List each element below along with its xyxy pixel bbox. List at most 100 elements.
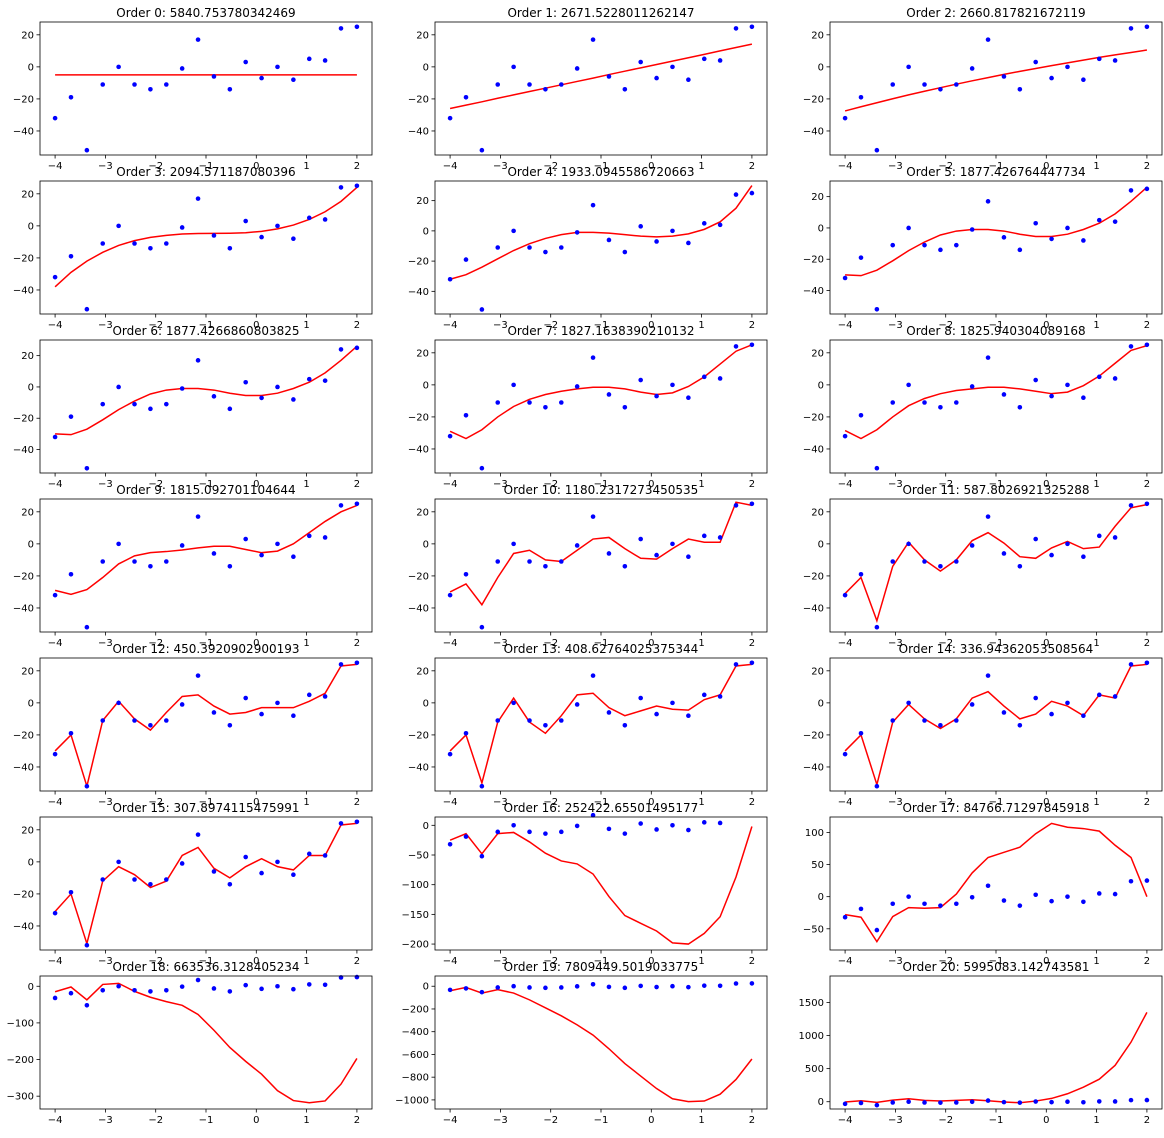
- data-point: [1033, 1099, 1038, 1104]
- data-point: [686, 395, 691, 400]
- data-point: [1096, 374, 1102, 380]
- data-point: [306, 533, 312, 539]
- data-point: [132, 877, 137, 882]
- plot-area: [40, 340, 372, 473]
- x-tick-label: −2: [938, 797, 953, 808]
- data-point: [116, 384, 121, 390]
- data-point: [890, 400, 896, 405]
- y-tick-label: 500: [805, 1064, 824, 1075]
- data-point: [1065, 541, 1070, 547]
- x-tick-label: 0: [1043, 797, 1049, 808]
- y-tick-label: 0: [423, 539, 429, 550]
- data-point: [1033, 377, 1038, 383]
- y-tick-label: −100: [402, 880, 429, 891]
- y-tick-label: −20: [13, 571, 34, 582]
- data-point: [511, 700, 516, 706]
- y-tick-label: −20: [408, 571, 429, 582]
- x-tick-label: −2: [938, 956, 953, 967]
- data-point: [906, 894, 911, 899]
- data-point: [622, 87, 628, 92]
- data-point: [1112, 219, 1118, 224]
- axes-frame: [39, 21, 373, 156]
- fit-curve: [449, 986, 753, 1103]
- data-point: [195, 832, 201, 837]
- x-tick-label: −3: [493, 956, 508, 967]
- x-tick-label: 1: [303, 1115, 309, 1126]
- data-point: [954, 82, 959, 87]
- data-point: [559, 718, 564, 723]
- data-point: [1001, 235, 1007, 240]
- data-point: [527, 245, 532, 250]
- fit-curve: [449, 344, 753, 440]
- data-point: [922, 1100, 927, 1105]
- data-point: [938, 247, 943, 253]
- subplot-order-6: −4 −3 −2 −1 0 1 2 −40 −20 0 20 Order 6: 1877.426686…: [13, 324, 373, 490]
- subplot-title: Order 19: 7809449.5019033775: [504, 960, 699, 974]
- data-point: [116, 700, 121, 706]
- data-point: [275, 223, 280, 229]
- x-tick-label: −3: [888, 956, 903, 967]
- x-tick-label: 2: [749, 161, 755, 172]
- y-tick-label: 1500: [799, 998, 824, 1009]
- x-tick-label: 0: [1043, 320, 1049, 331]
- subplot-order-8: −4 −3 −2 −1 0 1 2 −40 −20 0 20 Order 8: 1825.940304…: [803, 324, 1163, 490]
- data-point: [1128, 503, 1134, 508]
- axes-frame: [39, 975, 373, 1110]
- subplot-order-7: −4 −3 −2 −1 0 1 2 −40 −20 0 20 Order 7: 1827.163839…: [408, 324, 768, 490]
- x-tick-label: 1: [1093, 479, 1099, 490]
- x-tick-label: −2: [148, 161, 163, 172]
- x-tick-label: −1: [199, 479, 214, 490]
- y-tick-label: −40: [803, 762, 824, 773]
- data-point: [84, 147, 90, 153]
- data-point: [1017, 723, 1023, 728]
- x-tick-label: −1: [199, 638, 214, 649]
- data-point: [132, 241, 137, 246]
- data-point: [1065, 1099, 1070, 1105]
- subplot-title: Order 12: 450.3920902900193: [112, 642, 299, 656]
- data-point: [148, 564, 153, 569]
- data-point: [52, 434, 58, 440]
- x-tick-label: 0: [1043, 479, 1049, 490]
- x-tick-label: −4: [48, 161, 63, 172]
- data-point: [1096, 533, 1102, 539]
- data-point: [985, 673, 991, 678]
- data-point: [1081, 1099, 1086, 1105]
- data-point: [717, 694, 723, 699]
- data-point: [906, 225, 911, 231]
- x-tick-label: −1: [594, 479, 609, 490]
- data-point: [574, 702, 580, 707]
- data-point: [527, 400, 532, 405]
- plot-area: [40, 22, 372, 155]
- data-point: [479, 989, 485, 995]
- data-point: [969, 227, 975, 232]
- data-point: [1049, 75, 1054, 81]
- data-point: [701, 56, 707, 62]
- data-point: [638, 983, 643, 989]
- data-point: [670, 700, 675, 706]
- data-point: [1144, 878, 1150, 883]
- data-point: [701, 692, 707, 698]
- data-point: [179, 225, 185, 230]
- x-tick-label: 1: [303, 320, 309, 331]
- data-point: [622, 564, 628, 569]
- x-tick-label: −2: [543, 956, 558, 967]
- y-tick-label: 20: [21, 666, 34, 677]
- x-tick-label: 0: [648, 956, 654, 967]
- y-tick-label: −300: [7, 1092, 34, 1103]
- data-point: [164, 718, 169, 723]
- data-point: [638, 821, 643, 826]
- y-tick-label: −400: [402, 1027, 429, 1038]
- data-point: [590, 355, 596, 360]
- plot-area: [40, 181, 372, 314]
- data-point: [717, 222, 723, 228]
- x-tick-label: −4: [48, 638, 63, 649]
- subplot-order-20: −4 −3 −2 −1 0 1 2 0 500 1000 1500 Order 20: 5995083…: [799, 960, 1163, 1126]
- y-tick-label: 20: [21, 825, 34, 836]
- fit-curve: [845, 1012, 1148, 1104]
- subplot-order-19: −4 −3 −2 −1 0 1 2 −1000 −800 −600 −400 −200 0 Order 1…: [395, 960, 768, 1126]
- y-tick-label: −20: [408, 412, 429, 423]
- data-point: [52, 592, 58, 598]
- data-point: [68, 572, 74, 577]
- data-point: [969, 895, 975, 900]
- y-tick-label: −40: [13, 603, 34, 614]
